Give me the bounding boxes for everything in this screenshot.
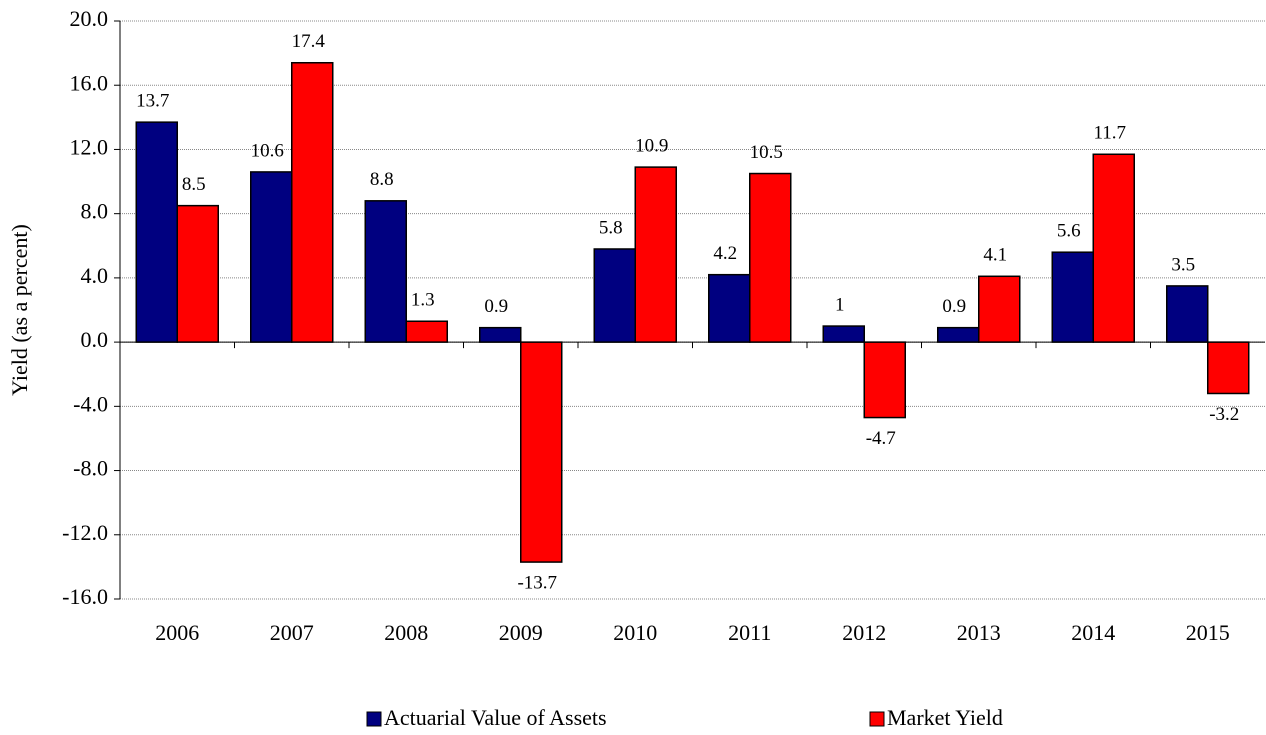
y-tick-label: 8.0 xyxy=(81,199,109,224)
bar xyxy=(364,200,407,343)
legend-swatch xyxy=(366,711,382,727)
bar xyxy=(863,341,906,419)
bar xyxy=(749,172,792,343)
bar xyxy=(291,61,334,343)
x-tick-label: 2015 xyxy=(1186,620,1230,645)
y-tick-label: 0.0 xyxy=(81,327,109,352)
bar xyxy=(1166,285,1209,343)
bar xyxy=(1051,251,1094,343)
value-label: 1 xyxy=(835,294,845,315)
value-label: -3.2 xyxy=(1209,404,1239,425)
value-label: -13.7 xyxy=(517,572,557,593)
bar xyxy=(593,248,636,343)
value-label: 8.8 xyxy=(370,169,394,190)
bar xyxy=(135,121,178,343)
x-tick-label: 2007 xyxy=(270,620,314,645)
value-label: 17.4 xyxy=(292,31,326,52)
value-label: 0.9 xyxy=(484,296,508,317)
bar xyxy=(176,204,219,343)
y-tick-label: -8.0 xyxy=(73,456,108,481)
bar xyxy=(520,341,563,563)
value-label: 11.7 xyxy=(1093,123,1126,144)
y-axis-title: Yield (as a percent) xyxy=(7,224,32,396)
value-label: 4.2 xyxy=(713,243,737,264)
bar xyxy=(1207,341,1250,395)
y-tick-label: -4.0 xyxy=(73,391,108,416)
value-label: 4.1 xyxy=(983,245,1007,266)
y-tick-label: 20.0 xyxy=(70,6,109,31)
value-label: 10.9 xyxy=(635,135,668,156)
x-tick-label: 2011 xyxy=(728,620,771,645)
value-label: 5.6 xyxy=(1057,221,1081,242)
value-label: 5.8 xyxy=(599,217,623,238)
bar xyxy=(708,273,751,343)
value-label: -4.7 xyxy=(866,428,896,449)
x-tick-label: 2014 xyxy=(1071,620,1115,645)
x-tick-label: 2012 xyxy=(842,620,886,645)
value-label: 1.3 xyxy=(411,290,435,311)
bar xyxy=(405,320,448,343)
y-tick-label: -16.0 xyxy=(62,584,108,609)
y-tick-label: -12.0 xyxy=(62,520,108,545)
x-tick-label: 2013 xyxy=(957,620,1001,645)
x-tick-label: 2008 xyxy=(384,620,428,645)
y-tick-label: 16.0 xyxy=(70,70,109,95)
x-tick-label: 2006 xyxy=(155,620,199,645)
bar xyxy=(937,326,980,343)
x-tick-label: 2010 xyxy=(613,620,657,645)
bar xyxy=(978,275,1021,343)
value-label: 13.7 xyxy=(136,91,169,112)
bar xyxy=(479,326,522,343)
value-label: 3.5 xyxy=(1171,254,1195,275)
y-tick-label: 12.0 xyxy=(70,134,109,159)
value-label: 8.5 xyxy=(182,174,206,195)
bar xyxy=(250,171,293,343)
legend-label: Market Yield xyxy=(887,705,1003,730)
legend-label: Actuarial Value of Assets xyxy=(384,705,607,730)
bar xyxy=(822,325,865,343)
legend-swatch xyxy=(869,711,885,727)
x-tick-label: 2009 xyxy=(499,620,543,645)
y-tick-label: 4.0 xyxy=(81,263,109,288)
value-label: 10.5 xyxy=(750,142,783,163)
bar xyxy=(1092,153,1135,343)
bar xyxy=(634,166,677,343)
value-label: 0.9 xyxy=(942,296,966,317)
value-label: 10.6 xyxy=(251,140,284,161)
